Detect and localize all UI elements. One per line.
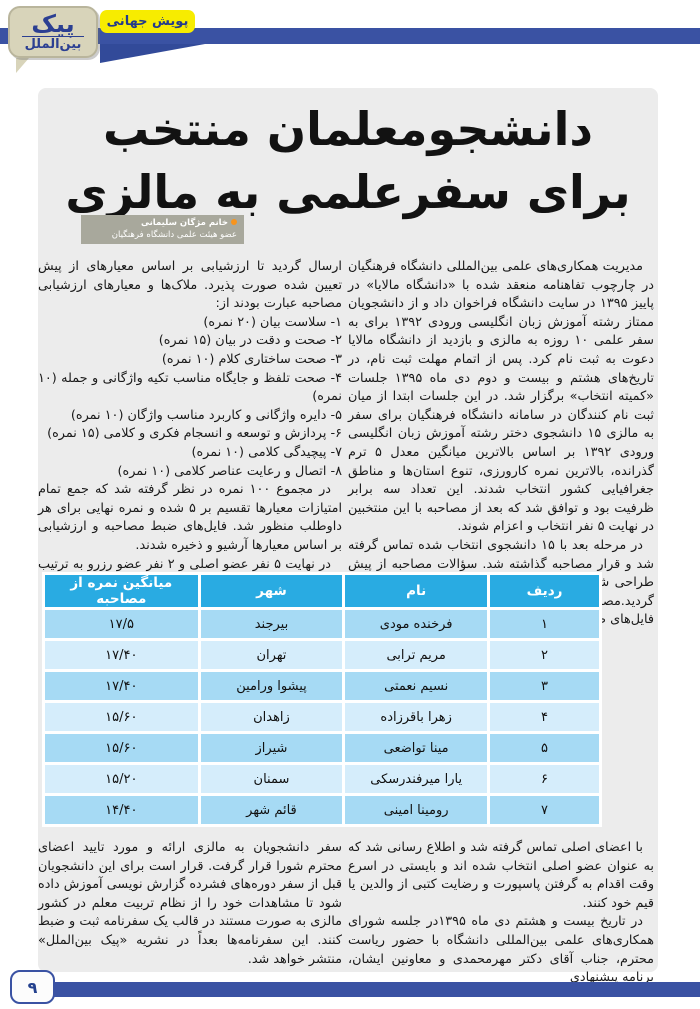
article-title-line2: برای سفرعلمی به مالزی — [65, 165, 631, 219]
table-cell: ۲ — [490, 641, 599, 669]
table-cell: مینا تواضعی — [345, 734, 487, 762]
logo-speech-tail — [16, 58, 29, 73]
table-row: ۷ رومینا امینی قائم شهر ۱۴/۴۰ — [45, 796, 599, 824]
body-column-left: ارسال گردید تا ارزشیابی بر اساس معیارهای… — [38, 258, 342, 593]
table-cell: ۱۷/۴۰ — [45, 641, 198, 669]
page-number: ۹ — [27, 977, 38, 997]
article-title-line1: دانشجومعلمان منتخب — [103, 102, 593, 156]
table-cell: شیراز — [200, 734, 343, 762]
criteria-list: ۱- سلاست بیان (۲۰ نمره) ۲- صحت و دقت در … — [38, 314, 342, 481]
table-row: ۵ مینا تواضعی شیراز ۱۵/۶۰ — [45, 734, 599, 762]
table-cell: ۱۵/۶۰ — [45, 734, 198, 762]
page-number-badge: ۹ — [10, 970, 55, 1004]
table-cell: ۱۵/۲۰ — [45, 765, 198, 793]
table-header-row: ردیف نام شهر میانگین نمره از مصاحبه — [45, 575, 599, 607]
paragraph: سفر دانشجویان به مالزی ارائه و مورد تایی… — [38, 840, 342, 967]
table-cell: رومینا امینی — [345, 796, 487, 824]
results-table-head: ردیف نام شهر میانگین نمره از مصاحبه — [45, 575, 599, 607]
criteria-item: ۷- پیچیدگی کلامی (۱۰ نمره) — [191, 444, 342, 460]
table-cell: پیشوا ورامین — [200, 672, 343, 700]
paragraph: در مجموع ۱۰۰ نمره در نظر گرفته شد که جمع… — [38, 482, 342, 553]
criteria-item: ۱- سلاست بیان (۲۰ نمره) — [203, 314, 342, 330]
table-header-cell: میانگین نمره از مصاحبه — [45, 575, 198, 607]
table-cell: تهران — [200, 641, 343, 669]
table-cell: یارا میرفندرسکی — [345, 765, 487, 793]
table-cell: ۴ — [490, 703, 599, 731]
table-cell: نسیم نعمتی — [345, 672, 487, 700]
table-cell: ۱ — [490, 610, 599, 638]
table-row: ۴ زهرا باقرزاده زاهدان ۱۵/۶۰ — [45, 703, 599, 731]
table-row: ۳ نسیم نعمتی پیشوا ورامین ۱۷/۴۰ — [45, 672, 599, 700]
criteria-item: ۳- صحت ساختاری کلام (۱۰ نمره) — [161, 351, 342, 367]
table-cell: ۳ — [490, 672, 599, 700]
logo-title: پیک — [31, 10, 75, 38]
article-title: دانشجومعلمان منتخب برای سفرعلمی به مالزی — [38, 98, 658, 224]
body-column-right: مدیریت همکاری‌های علمی بین‌المللی دانشگا… — [348, 258, 654, 630]
results-table-body: ۱ فرخنده مودی بیرجند ۱۷/۵ ۲ مریم ترابی تهران ۱۷… — [45, 610, 599, 824]
table-cell: بیرجند — [200, 610, 343, 638]
table-cell: مریم ترابی — [345, 641, 487, 669]
magazine-logo: پیک بین‌الملل — [8, 6, 98, 58]
table-cell: ۷ — [490, 796, 599, 824]
table-cell: ۱۴/۴۰ — [45, 796, 198, 824]
criteria-item: ۵- دایره واژگانی و کاربرد مناسب واژگان (… — [70, 407, 342, 423]
table-row: ۶ یارا میرفندرسکی سمنان ۱۵/۲۰ — [45, 765, 599, 793]
section-tag: پویش جهانی — [100, 10, 195, 33]
table-header-cell: ردیف — [490, 575, 599, 607]
table-cell: ۱۷/۵ — [45, 610, 198, 638]
table-cell: ۵ — [490, 734, 599, 762]
byline-name: خانم مژگان سلیمانی — [140, 218, 228, 228]
table-cell: ۶ — [490, 765, 599, 793]
byline-box: خانم مژگان سلیمانی عضو هیئت علمی دانشگاه… — [81, 215, 244, 244]
logo-subtitle: بین‌الملل — [21, 36, 85, 52]
bottom-column-right: با اعضای اصلی تماس گرفته شد و اطلاع رسان… — [348, 839, 654, 988]
table-cell: فرخنده مودی — [345, 610, 487, 638]
bottom-column-left: سفر دانشجویان به مالزی ارائه و مورد تایی… — [38, 839, 342, 969]
paragraph: مدیریت همکاری‌های علمی بین‌المللی دانشگا… — [348, 259, 655, 535]
table-cell: ۱۵/۶۰ — [45, 703, 198, 731]
header-ribbon-fold — [100, 44, 205, 63]
byline-name-row: خانم مژگان سلیمانی — [88, 218, 237, 230]
results-table: ردیف نام شهر میانگین نمره از مصاحبه ۱ فرخ… — [42, 572, 602, 827]
table-row: ۲ مریم ترابی تهران ۱۷/۴۰ — [45, 641, 599, 669]
table-row: ۱ فرخنده مودی بیرجند ۱۷/۵ — [45, 610, 599, 638]
paragraph: با اعضای اصلی تماس گرفته شد و اطلاع رسان… — [348, 840, 654, 911]
table-header-cell: نام — [345, 575, 487, 607]
paragraph: ارسال گردید تا ارزشیابی بر اساس معیارهای… — [38, 259, 342, 312]
criteria-item: ۸- اتصال و رعایت عناصر کلامی (۱۰ نمره) — [117, 463, 342, 479]
byline-role: عضو هیئت علمی دانشگاه فرهنگیان — [111, 229, 237, 240]
table-cell: ۱۷/۴۰ — [45, 672, 198, 700]
table-cell: زاهدان — [200, 703, 343, 731]
table-cell: زهرا باقرزاده — [345, 703, 487, 731]
table-header-cell: شهر — [200, 575, 343, 607]
content-panel: دانشجومعلمان منتخب برای سفرعلمی به مالزی… — [38, 88, 658, 985]
table-cell: قائم شهر — [200, 796, 343, 824]
footer-bar — [28, 982, 700, 997]
criteria-item: ۶- پردازش و توسعه و انسجام فکری و کلامی … — [47, 426, 342, 442]
criteria-item: ۲- صحت و دقت در بیان (۱۵ نمره) — [158, 333, 342, 349]
table-cell: سمنان — [200, 765, 343, 793]
criteria-item: ۴- صحت تلفظ و جایگاه مناسب تکیه واژگانی … — [38, 370, 342, 405]
paragraph: در تاریخ بیست و هشتم دی ماه ۱۳۹۵در جلسه … — [348, 914, 654, 986]
orange-bullet-icon — [231, 219, 237, 225]
